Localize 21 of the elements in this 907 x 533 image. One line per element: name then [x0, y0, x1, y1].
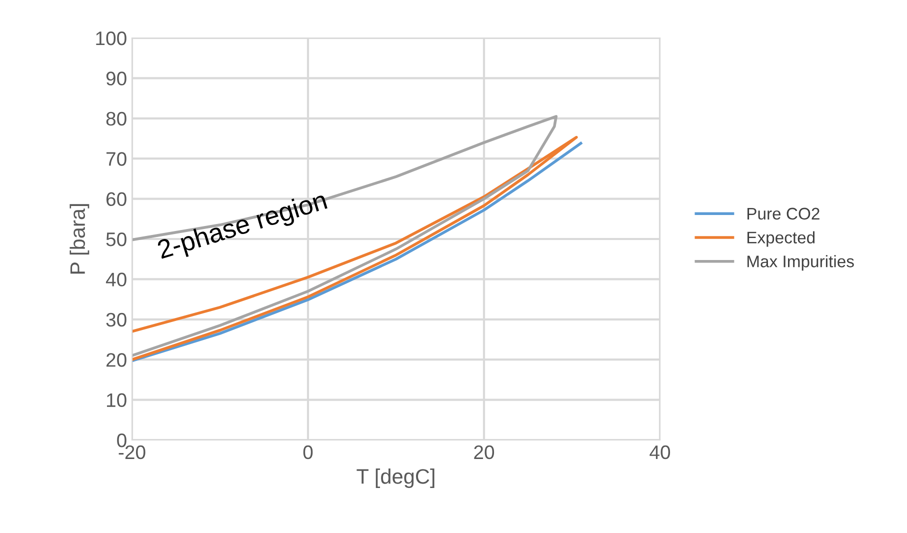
- y-tick-label: 20: [106, 353, 126, 367]
- y-tick-label: 10: [106, 393, 126, 408]
- y-tick-label: 50: [106, 232, 126, 246]
- y-tick-label: 100: [96, 31, 126, 46]
- y-tick-label: 40: [106, 272, 126, 286]
- y-tick-label: 30: [106, 312, 126, 327]
- y-tick-label: 90: [106, 72, 126, 86]
- legend-label: Max Impurities: [747, 255, 854, 271]
- y-tick-label: 70: [106, 152, 126, 166]
- y-tick-label: 60: [106, 192, 126, 206]
- y-tick-label: 0: [117, 433, 126, 448]
- x-tick-label: 20: [474, 445, 494, 460]
- x-tick-label: 40: [650, 445, 670, 460]
- x-tick-label: 0: [303, 445, 313, 460]
- y-axis-title: P [bara]: [70, 204, 90, 274]
- annotation: 2-phase region: [156, 190, 330, 264]
- x-axis-title: T [degC]: [356, 468, 434, 488]
- legend-label: Pure CO2: [747, 208, 820, 220]
- x-tick-label: -20: [118, 445, 146, 460]
- y-tick-label: 80: [106, 112, 126, 126]
- legend-label: Expected: [747, 231, 815, 247]
